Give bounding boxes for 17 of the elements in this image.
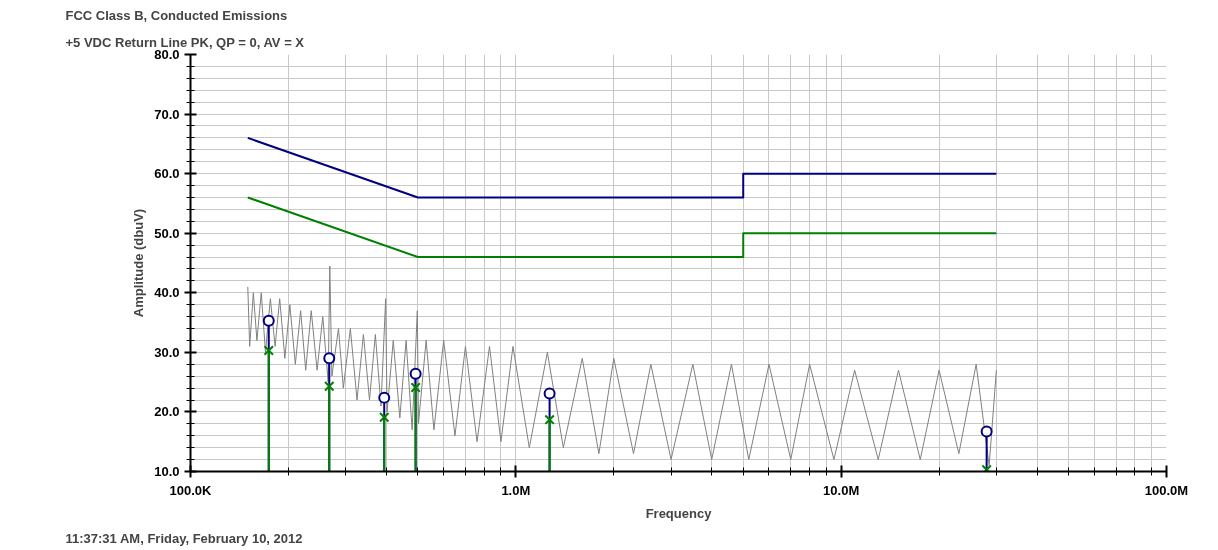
x-tick-label: 100.0M [1144,482,1189,498]
y-tick-label: 20.0 [154,404,180,420]
chart-title: FCC Class B, Conducted Emissions [65,7,288,23]
y-tick-label: 80.0 [154,47,180,62]
y-tick-label: 60.0 [154,166,180,182]
y-tick-label: 10.0 [154,464,180,479]
chart-subtitle: +5 VDC Return Line PK, QP = 0, AV = X [65,34,305,50]
x-tick-label: 1.0M [501,482,531,498]
x-tick-label: 100.0K [169,482,213,498]
y-axis-title: Amplitude (dbuV) [131,208,147,318]
x-tick-label: 10.0M [823,482,860,498]
y-tick-label: 50.0 [154,225,180,241]
y-tick-label: 70.0 [154,106,180,122]
x-axis-title: Frequency [645,505,713,521]
text: 11:37:31 AM, Friday, February 10, 2012 [65,530,303,546]
y-tick-label: 30.0 [154,344,180,360]
y-tick-label: 40.0 [154,285,180,301]
